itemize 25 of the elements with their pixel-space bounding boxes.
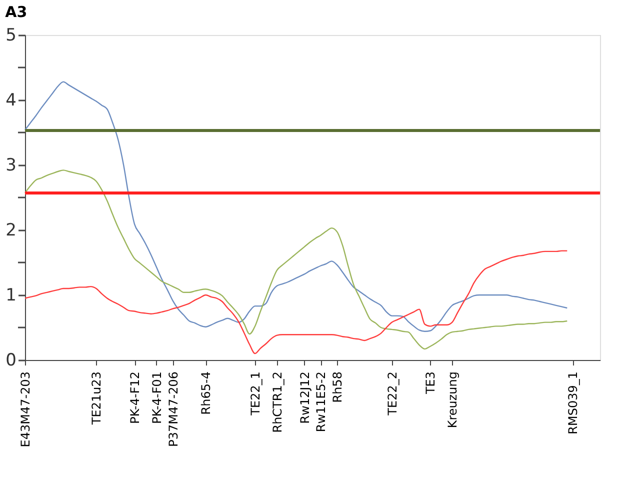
x-tick-label: E43M47-203 <box>18 372 32 448</box>
x-tick-label: PK-4-F12 <box>128 372 142 424</box>
y-tick-label: 4 <box>6 90 16 110</box>
x-tick-label: RMS039_1 <box>566 372 580 434</box>
y-tick-label: 3 <box>6 156 16 176</box>
x-tick-label: PK-4-F01 <box>150 372 164 424</box>
line-series <box>24 250 568 354</box>
x-tick-label: Kreuzung <box>446 372 460 428</box>
x-tick-label: P37M47-206 <box>166 372 180 447</box>
x-tick-label: TE21u23 <box>90 372 104 426</box>
y-tick-label: 1 <box>6 286 16 306</box>
x-tick-label: TE3 <box>424 372 438 396</box>
line-series <box>24 81 568 332</box>
y-tick-label: 5 <box>6 26 16 46</box>
x-tick-label: Rh65-4 <box>199 372 214 415</box>
x-tick-label: TE22_1 <box>248 372 262 416</box>
line-series <box>24 170 568 350</box>
x-tick-label: TE22_2 <box>385 372 400 416</box>
x-tick-label: Rw11E5-2 <box>314 372 328 432</box>
y-tick-label: 0 <box>6 350 16 370</box>
chart-title: A3 <box>5 3 28 21</box>
x-tick-label: Rh58 <box>330 372 345 403</box>
x-tick-label: RhCTR1_2 <box>270 372 284 433</box>
x-tick-label: Rw12J12 <box>298 372 312 424</box>
y-tick-label: 2 <box>6 220 16 240</box>
